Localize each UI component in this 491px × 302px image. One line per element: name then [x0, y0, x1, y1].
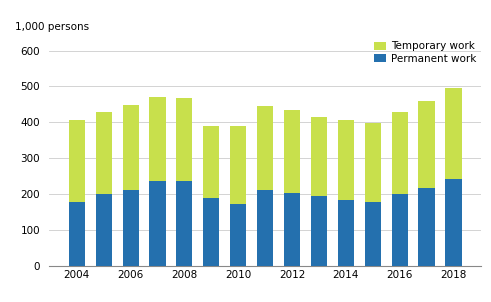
Bar [230, 204, 246, 266]
Bar [149, 181, 165, 266]
Bar [445, 178, 462, 266]
Bar [338, 120, 354, 200]
Bar [365, 123, 381, 202]
Bar [230, 126, 246, 204]
Bar [96, 194, 112, 266]
Bar [176, 181, 192, 266]
Bar [96, 111, 112, 194]
Bar [392, 194, 408, 266]
Bar [365, 202, 381, 266]
Bar [418, 101, 435, 188]
Bar [257, 106, 273, 191]
Bar [69, 120, 85, 202]
Bar [203, 126, 219, 198]
Bar [284, 193, 300, 266]
Bar [69, 202, 85, 266]
Bar [149, 97, 165, 181]
Bar [284, 110, 300, 193]
Bar [311, 196, 327, 266]
Bar [123, 191, 138, 266]
Bar [392, 111, 408, 194]
Bar [418, 188, 435, 266]
Bar [445, 88, 462, 178]
Bar [176, 98, 192, 181]
Bar [257, 191, 273, 266]
Bar [203, 198, 219, 266]
Legend: Temporary work, Permanent work: Temporary work, Permanent work [374, 41, 476, 63]
Text: 1,000 persons: 1,000 persons [15, 22, 89, 32]
Bar [338, 200, 354, 266]
Bar [311, 117, 327, 196]
Bar [123, 105, 138, 191]
